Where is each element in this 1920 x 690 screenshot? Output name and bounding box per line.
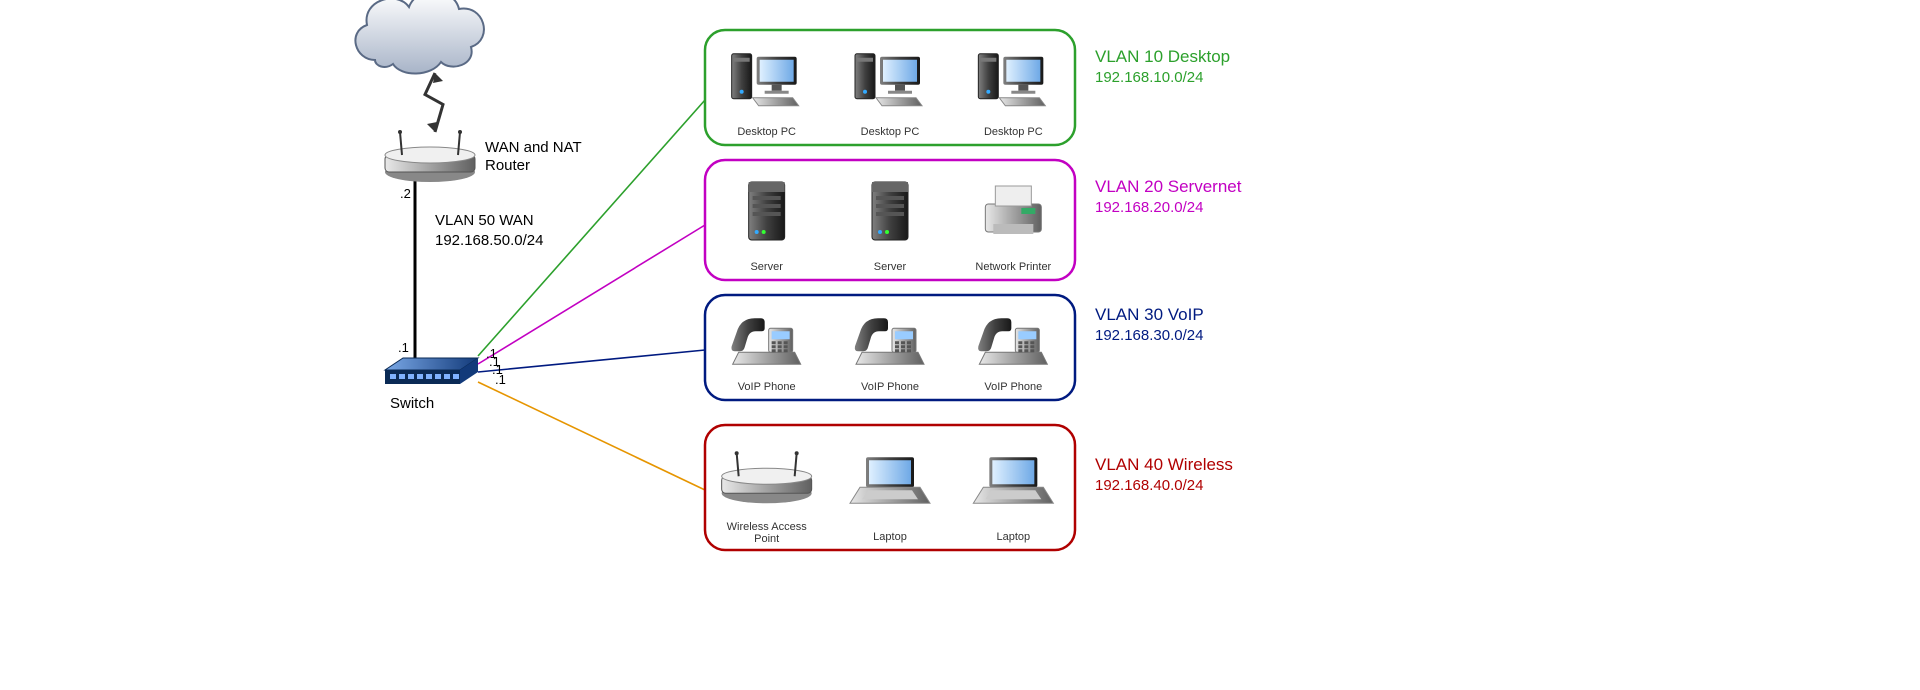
wan-label-2: 192.168.50.0/24 <box>435 232 543 249</box>
dev-label: Server <box>750 261 783 273</box>
vlan20-subnet: 192.168.20.0/24 <box>1095 199 1203 216</box>
router-label-2: Router <box>485 157 530 174</box>
cloud-icon <box>355 0 484 74</box>
switch-icon <box>385 358 478 384</box>
dev-label: Desktop PC <box>861 126 920 138</box>
switch-label: Switch <box>390 395 434 412</box>
dev-label: Point <box>754 533 779 545</box>
link-vlan40 <box>478 382 705 490</box>
router-icon <box>722 451 812 503</box>
laptop-icon <box>973 457 1053 503</box>
vlan40-title: VLAN 40 Wireless <box>1095 455 1233 474</box>
vlan20-title: VLAN 20 Servernet <box>1095 177 1242 196</box>
switch-port-3: .1 <box>495 372 506 387</box>
link-vlan30 <box>478 350 705 372</box>
switch-port-top: .1 <box>398 340 409 355</box>
dev-label: Laptop <box>873 531 907 543</box>
dev-label: Server <box>874 261 907 273</box>
laptop-icon <box>850 457 930 503</box>
dev-label: Laptop <box>997 531 1031 543</box>
router-port: .2 <box>400 186 411 201</box>
dev-label: Wireless Access <box>727 521 808 533</box>
vlan30-subnet: 192.168.30.0/24 <box>1095 327 1203 344</box>
server-icon <box>872 182 908 240</box>
wan-label-1: VLAN 50 WAN <box>435 212 534 229</box>
dev-label: VoIP Phone <box>861 381 919 393</box>
server-icon <box>749 182 785 240</box>
phone-icon <box>855 318 924 364</box>
vlan40-subnet: 192.168.40.0/24 <box>1095 477 1203 494</box>
desktop-icon <box>732 54 799 106</box>
phone-icon <box>731 318 800 364</box>
dev-label: Network Printer <box>975 261 1051 273</box>
desktop-icon <box>978 54 1045 106</box>
dev-label: Desktop PC <box>984 126 1043 138</box>
dev-label: VoIP Phone <box>738 381 796 393</box>
vlan10-subnet: 192.168.10.0/24 <box>1095 69 1203 86</box>
vlan10-title: VLAN 10 Desktop <box>1095 47 1230 66</box>
router-icon <box>385 130 475 182</box>
dev-label: Desktop PC <box>737 126 796 138</box>
vlan30-title: VLAN 30 VoIP <box>1095 305 1204 324</box>
printer-icon <box>985 186 1041 234</box>
phone-icon <box>978 318 1047 364</box>
dev-label: VoIP Phone <box>984 381 1042 393</box>
network-diagram: WAN and NATRouter .2 VLAN 50 WAN 192.168.50… <box>0 0 1920 690</box>
router-label-1: WAN and NAT <box>485 139 582 156</box>
desktop-icon <box>855 54 922 106</box>
